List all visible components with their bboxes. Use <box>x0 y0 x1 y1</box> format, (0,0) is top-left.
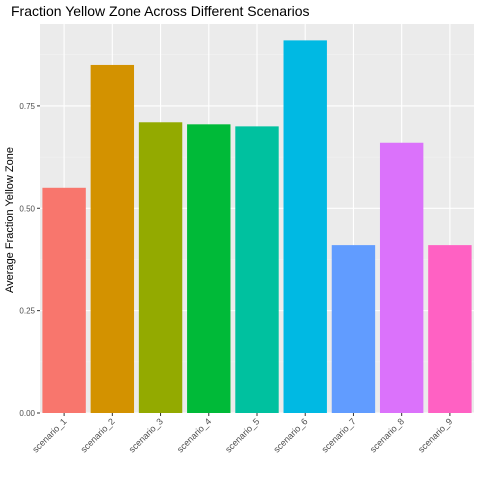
x-tick-label: scenario_5 <box>223 416 261 454</box>
x-tick-label: scenario_9 <box>416 416 454 454</box>
bars <box>42 40 472 414</box>
y-axis-label: Average Fraction Yellow Zone <box>4 147 16 293</box>
bar-scenario_9 <box>428 245 472 413</box>
x-tick-label: scenario_1 <box>30 416 68 454</box>
bar-scenario_3 <box>138 122 183 413</box>
x-tick-label: scenario_7 <box>320 416 358 454</box>
y-tick-label: 0.50 <box>19 204 35 213</box>
x-tick-label: scenario_6 <box>271 416 309 454</box>
y-tick-label: 0.25 <box>19 307 35 316</box>
bar-scenario_6 <box>283 40 327 414</box>
y-tick-label: 0.00 <box>19 409 35 418</box>
x-tick-label: scenario_2 <box>79 416 117 454</box>
x-tick-label: scenario_4 <box>175 416 213 454</box>
y-tick-label: 0.75 <box>19 102 35 111</box>
x-axis: scenario_1 scenario_2 scenario_3 scenario_4… <box>30 413 454 455</box>
x-tick-label: scenario_8 <box>368 416 406 454</box>
bar-scenario_1 <box>42 187 86 413</box>
y-axis: 0.00 0.25 0.50 0.75 <box>19 102 40 418</box>
bar-scenario_5 <box>235 126 279 414</box>
bar-scenario_4 <box>187 124 231 414</box>
chart-title: Fraction Yellow Zone Across Different Sc… <box>11 3 310 19</box>
bar-scenario_7 <box>331 245 376 413</box>
bar-scenario_8 <box>379 142 424 413</box>
bar-scenario_2 <box>90 64 135 414</box>
x-tick-label: scenario_3 <box>127 416 165 454</box>
